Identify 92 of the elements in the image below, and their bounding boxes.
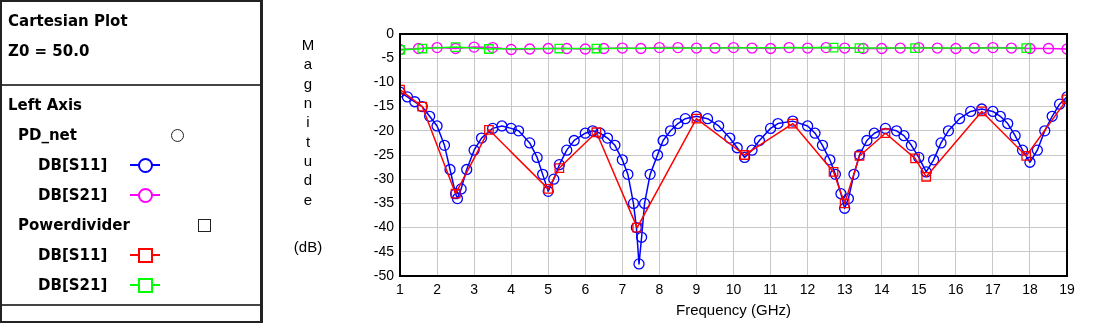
point bbox=[554, 163, 565, 173]
point bbox=[591, 43, 602, 54]
point bbox=[524, 43, 536, 55]
point bbox=[931, 42, 943, 54]
point bbox=[561, 42, 573, 55]
point bbox=[839, 42, 851, 54]
x-tick-label: 7 bbox=[618, 281, 627, 298]
point bbox=[727, 41, 740, 54]
point bbox=[1042, 42, 1055, 55]
point bbox=[801, 42, 814, 54]
x-tick-label: 16 bbox=[948, 281, 964, 298]
point bbox=[591, 127, 602, 138]
point bbox=[839, 198, 850, 209]
point bbox=[857, 42, 869, 55]
legend-label: DB[S11] bbox=[37, 245, 109, 266]
y-tick-label: -15 bbox=[373, 97, 395, 114]
point bbox=[854, 43, 865, 53]
point bbox=[913, 41, 925, 54]
point bbox=[820, 41, 832, 54]
x-axis-title: Frequency (GHz) bbox=[675, 301, 792, 319]
point bbox=[417, 43, 428, 54]
point bbox=[579, 43, 591, 55]
point bbox=[880, 128, 891, 139]
text: Powerdivider bbox=[17, 215, 131, 236]
point bbox=[968, 42, 981, 54]
x-tick-label: 8 bbox=[655, 281, 664, 298]
point bbox=[910, 153, 920, 164]
point bbox=[709, 42, 721, 54]
point bbox=[828, 42, 839, 53]
x-tick-label: 4 bbox=[507, 281, 516, 298]
point bbox=[739, 150, 750, 160]
text: Cartesian Plot bbox=[8, 11, 129, 32]
y-tick-label: -35 bbox=[373, 194, 395, 211]
point bbox=[894, 42, 906, 54]
point bbox=[690, 42, 703, 54]
point bbox=[876, 42, 888, 55]
point bbox=[468, 41, 480, 53]
x-tick-label: 2 bbox=[433, 281, 442, 298]
y-tick-label: -25 bbox=[373, 145, 395, 162]
point bbox=[746, 42, 758, 54]
x-tick-label: 15 bbox=[910, 281, 927, 298]
legend-label: DB[S11] bbox=[37, 155, 109, 176]
point bbox=[764, 42, 777, 55]
point bbox=[1021, 43, 1032, 53]
y-tick-label: -5 bbox=[381, 49, 395, 66]
x-tick-label: 17 bbox=[985, 281, 1001, 298]
x-tick-label: 14 bbox=[873, 281, 890, 298]
legend-title: Left Axis bbox=[8, 95, 83, 116]
point bbox=[783, 41, 795, 54]
point bbox=[950, 42, 962, 55]
point bbox=[484, 124, 494, 135]
x-tick-label: 1 bbox=[396, 281, 405, 298]
point bbox=[486, 41, 499, 54]
x-tick-label: 6 bbox=[581, 281, 590, 298]
point bbox=[1021, 151, 1032, 161]
point bbox=[505, 43, 517, 56]
point bbox=[598, 42, 610, 55]
x-tick-label: 5 bbox=[544, 281, 553, 298]
x-tick-label: 18 bbox=[1022, 281, 1038, 298]
point bbox=[1024, 42, 1036, 55]
legend-label: DB[S21] bbox=[37, 185, 109, 206]
x-tick-label: 13 bbox=[836, 281, 853, 298]
point bbox=[542, 42, 554, 55]
x-tick-label: 9 bbox=[692, 281, 701, 298]
text: PD_net bbox=[17, 125, 78, 146]
x-tick-label: 3 bbox=[470, 281, 479, 298]
point bbox=[431, 41, 443, 54]
y-tick-label: -20 bbox=[373, 121, 395, 138]
point bbox=[921, 171, 932, 182]
x-tick-label: 12 bbox=[799, 281, 816, 298]
point bbox=[672, 41, 684, 54]
y-tick-label: -40 bbox=[373, 218, 395, 235]
legend-label: DB[S21] bbox=[37, 275, 109, 296]
text: Z0 = 50.0 bbox=[8, 41, 91, 62]
y-tick-label: -10 bbox=[373, 73, 395, 90]
point bbox=[484, 44, 494, 54]
point bbox=[635, 42, 647, 55]
point bbox=[987, 41, 999, 54]
y-tick-label: 0 bbox=[386, 24, 395, 41]
point bbox=[616, 42, 628, 54]
point bbox=[554, 43, 565, 54]
y-tick-label: -50 bbox=[373, 266, 395, 283]
point bbox=[1005, 42, 1018, 54]
point bbox=[910, 43, 920, 53]
y-tick-label: -45 bbox=[373, 242, 395, 259]
point bbox=[412, 42, 425, 55]
y-tick-label: -30 bbox=[373, 170, 395, 187]
x-tick-label: 11 bbox=[763, 281, 779, 298]
point bbox=[653, 41, 666, 54]
text: Magnitude (dB) bbox=[293, 36, 323, 256]
x-tick-label: 19 bbox=[1059, 281, 1075, 298]
x-tick-label: 10 bbox=[725, 281, 742, 298]
